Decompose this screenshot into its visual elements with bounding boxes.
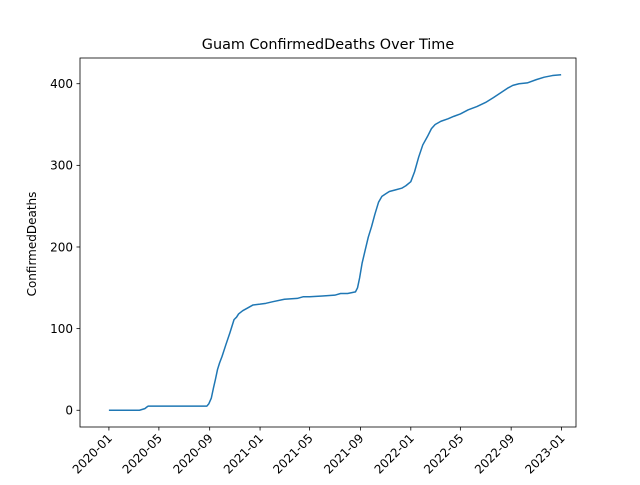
y-tick-label: 300 — [50, 159, 73, 173]
chart-title: Guam ConfirmedDeaths Over Time — [202, 37, 455, 53]
y-axis-label: ConfirmedDeaths — [25, 192, 39, 297]
series-line-0 — [108, 73, 562, 412]
y-tick-label: 400 — [50, 77, 73, 91]
y-tick-label: 0 — [65, 404, 73, 418]
y-tick-label: 200 — [50, 240, 73, 254]
y-tick-label: 100 — [50, 322, 73, 336]
axes-frame — [79, 57, 577, 428]
